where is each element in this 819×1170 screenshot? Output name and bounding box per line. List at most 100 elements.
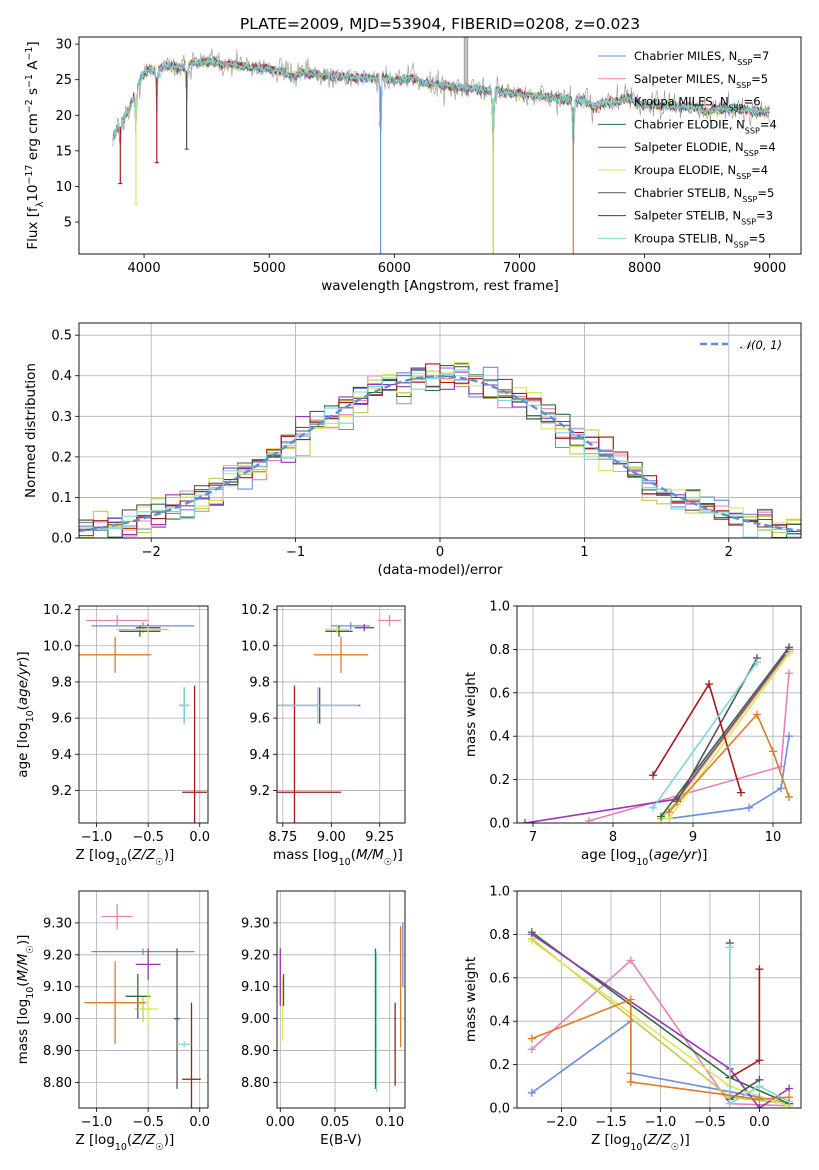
axes-frame bbox=[78, 890, 209, 1109]
data-point-marker bbox=[755, 965, 764, 974]
axes-frame bbox=[78, 605, 209, 824]
label-part: Salpeter MILES, N bbox=[634, 72, 736, 86]
label-part: 10 bbox=[25, 987, 36, 999]
axes-frame bbox=[78, 322, 802, 539]
x-axis-label: wavelength [Angstrom, rest frame] bbox=[321, 278, 559, 294]
label-part: SSP bbox=[729, 103, 744, 112]
data-point-marker bbox=[527, 936, 536, 945]
y-tick-label: 0.8 bbox=[489, 643, 510, 658]
label-part: erg cm bbox=[25, 113, 41, 164]
y-tick-label: 9.8 bbox=[51, 675, 72, 690]
y-tick-label: 10 bbox=[55, 180, 72, 195]
y-tick-label: 1.0 bbox=[489, 885, 510, 900]
data-point-marker bbox=[527, 1088, 536, 1097]
data-point-marker bbox=[657, 812, 665, 821]
x-tick-label: 1 bbox=[580, 545, 588, 560]
y-tick-label: 9.30 bbox=[241, 916, 270, 931]
histogram-7 bbox=[79, 363, 801, 532]
y-tick-label: 15 bbox=[55, 144, 72, 159]
label-part: Chabrier ELODIE, N bbox=[634, 117, 745, 131]
label-part: ☉ bbox=[155, 1142, 163, 1153]
label-part: 10 bbox=[636, 857, 648, 868]
label-part: A bbox=[25, 60, 41, 74]
x-axis-label: Z [log10(Z/Z☉)] bbox=[591, 1132, 690, 1153]
y-tick-label: 9.20 bbox=[241, 948, 270, 963]
y-tick-label: 0.6 bbox=[489, 971, 510, 986]
x-tick-label: 9000 bbox=[753, 261, 786, 276]
x-tick-label: −0.5 bbox=[132, 1115, 164, 1130]
x-tick-label: 7000 bbox=[503, 261, 536, 276]
label-part: M/M bbox=[356, 847, 384, 863]
mass-vs-z-panel: −1.0 −0.5 0.0 8.80 8.90 9.00 9.10 9.20 9.30 Z [lo… bbox=[15, 890, 210, 1153]
data-point-marker bbox=[737, 788, 745, 797]
label-part: )] bbox=[164, 847, 175, 863]
label-part: 10 bbox=[630, 1142, 642, 1153]
histogram-4 bbox=[79, 368, 801, 537]
label-part: =4 bbox=[760, 117, 777, 131]
axes-frame bbox=[276, 890, 406, 1109]
series-line-9 bbox=[668, 713, 790, 813]
label-part: ( bbox=[642, 1132, 647, 1148]
y-tick-label: 9.30 bbox=[43, 916, 72, 931]
label-part: )] bbox=[15, 935, 31, 946]
y-tick-label: 9.00 bbox=[43, 1012, 72, 1027]
y-tick-label: 20 bbox=[55, 109, 72, 124]
label-part: )] bbox=[164, 1132, 175, 1148]
label-part: ☉ bbox=[384, 857, 392, 868]
label-part: Z [log bbox=[76, 847, 115, 863]
label-part: mass [log bbox=[273, 847, 339, 863]
plot-area bbox=[84, 903, 201, 1108]
y-tick-label: 0.5 bbox=[51, 329, 72, 344]
y-tick-label: 9.8 bbox=[249, 675, 270, 690]
legend-label: Salpeter ELODIE, NSSP=4 bbox=[634, 140, 776, 158]
y-tick-label: 30 bbox=[55, 38, 72, 53]
y-tick-label: 8.80 bbox=[241, 1076, 270, 1091]
label-part: Z/Z bbox=[647, 1132, 672, 1148]
label-part: Kroupa STELIB, N bbox=[634, 231, 734, 245]
label-part: −1 bbox=[24, 47, 35, 61]
data-point-marker bbox=[626, 1077, 635, 1086]
y-tick-label: 9.6 bbox=[51, 712, 72, 727]
label-part: )] bbox=[15, 651, 31, 662]
massweight-vs-z-panel: −2.0 −1.5 −1.0 −0.5 0.0 0.0 0.2 0.4 0.6 0.8 1.0 mas… bbox=[463, 885, 802, 1153]
data-point-marker bbox=[527, 1045, 536, 1054]
y-axis-label: mass weight bbox=[463, 672, 479, 757]
label-part: ] bbox=[25, 41, 41, 46]
x-tick-label: −0.5 bbox=[132, 830, 164, 845]
y-tick-label: 0.2 bbox=[489, 1058, 510, 1073]
label-part: SSP bbox=[737, 58, 752, 67]
age-vs-z-panel: −1.0 −0.5 0.09.29.49.69.810.010.2Z [log10(… bbox=[15, 603, 210, 867]
axes-frame bbox=[516, 605, 802, 824]
label-part: =5 bbox=[751, 72, 768, 86]
legend-label: Chabrier STELIB, NSSP=5 bbox=[634, 186, 774, 204]
x-tick-label: 0.0 bbox=[189, 830, 210, 845]
x-tick-label: −1.5 bbox=[595, 1115, 627, 1130]
y-tick-label: 10.2 bbox=[241, 603, 270, 618]
y-tick-label: 0.4 bbox=[489, 730, 510, 745]
x-tick-label: −2 bbox=[142, 545, 161, 560]
data-point-marker bbox=[785, 732, 793, 741]
x-axis-label: mass [log10(M/M☉)] bbox=[273, 847, 403, 868]
x-tick-label: 10 bbox=[765, 830, 782, 845]
label-part: Z/Z bbox=[131, 847, 156, 863]
y-axis-label: Normed distribution bbox=[23, 363, 39, 498]
y-tick-label: 0.2 bbox=[489, 773, 510, 788]
label-part: SSP bbox=[734, 240, 749, 249]
x-tick-label: 0.0 bbox=[749, 1115, 770, 1130]
y-tick-label: 10.0 bbox=[43, 639, 72, 654]
x-tick-label: 6000 bbox=[378, 261, 411, 276]
grid bbox=[277, 891, 405, 1108]
y-axis-label: mass weight bbox=[463, 957, 479, 1042]
label-part: Salpeter STELIB, N bbox=[634, 209, 741, 223]
age-vs-mass-panel: 8.75 9.00 9.25 9.2 9.4 9.6 9.8 10.0 10.2 mass [lo… bbox=[241, 603, 406, 868]
data-point-marker bbox=[725, 1099, 734, 1108]
label-part: ( bbox=[15, 981, 31, 986]
plot-area bbox=[79, 361, 801, 538]
spectrum-data bbox=[112, 48, 770, 158]
x-axis-label: E(B-V) bbox=[320, 1132, 362, 1148]
label-part: )] bbox=[697, 847, 708, 863]
x-tick-label: 8 bbox=[609, 830, 617, 845]
plot-area bbox=[279, 894, 404, 1093]
label-part: age [log bbox=[15, 722, 31, 777]
x-tick-label: 8000 bbox=[628, 261, 661, 276]
